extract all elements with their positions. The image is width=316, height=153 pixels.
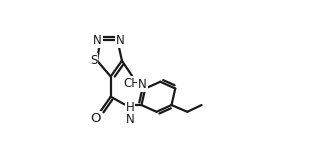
Text: S: S: [90, 54, 98, 67]
Text: N: N: [93, 34, 102, 47]
Text: O: O: [90, 112, 101, 125]
Text: N: N: [116, 34, 125, 47]
Text: N: N: [138, 78, 147, 91]
Text: CH₃: CH₃: [124, 77, 146, 90]
Text: H
N: H N: [126, 101, 135, 126]
